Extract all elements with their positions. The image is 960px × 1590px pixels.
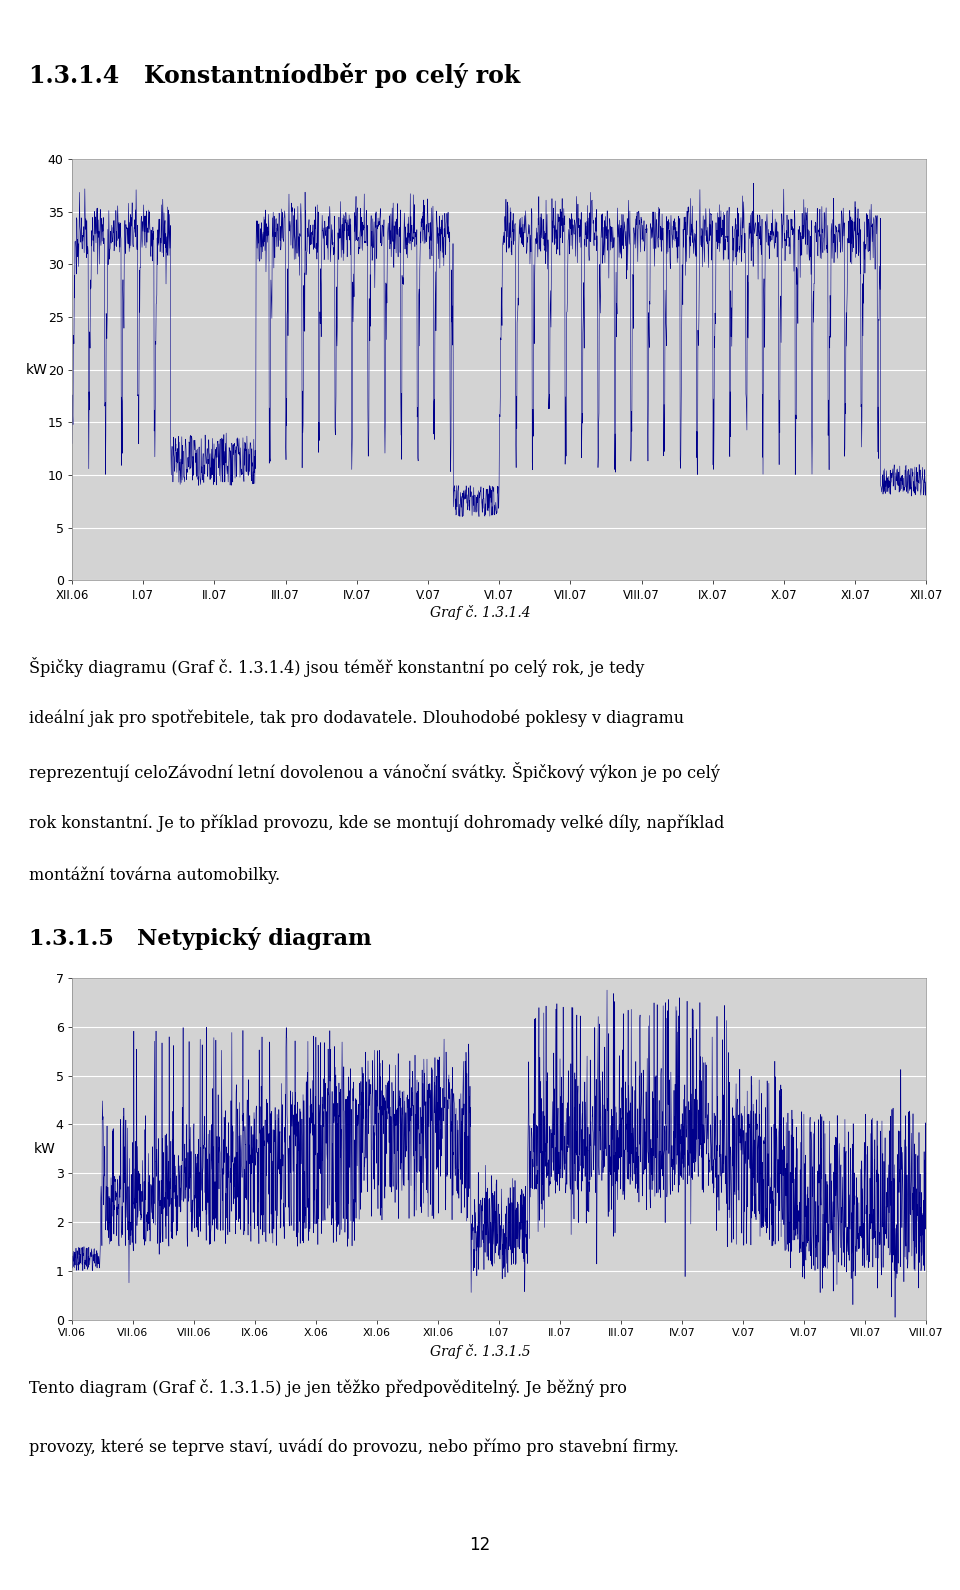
Text: rok konstantní. Je to příklad provozu, kde se montují dohromady velké díly, např: rok konstantní. Je to příklad provozu, k…: [29, 814, 724, 832]
Text: montážní továrna automobilky.: montážní továrna automobilky.: [29, 867, 280, 884]
Text: Špičky diagramu (Graf č. 1.3.1.4) jsou téměř konstantní po celý rok, je tedy: Špičky diagramu (Graf č. 1.3.1.4) jsou t…: [29, 657, 644, 677]
Text: 12: 12: [469, 1536, 491, 1555]
Text: reprezentují celoZávodní letní dovolenou a vánoční svátky. Špičkový výkon je po : reprezentují celoZávodní letní dovolenou…: [29, 762, 720, 782]
Text: provozy, které se teprve staví, uvádí do provozu, nebo přímo pro stavební firmy.: provozy, které se teprve staví, uvádí do…: [29, 1437, 679, 1455]
Text: 1.3.1.4   Konstantníodběr po celý rok: 1.3.1.4 Konstantníodběr po celý rok: [29, 64, 520, 87]
Text: 1.3.1.5   Netypický diagram: 1.3.1.5 Netypický diagram: [29, 927, 372, 951]
Text: Tento diagram (Graf č. 1.3.1.5) je jen těžko předpověditelný. Je běžný pro: Tento diagram (Graf č. 1.3.1.5) je jen t…: [29, 1379, 627, 1396]
Y-axis label: kW: kW: [34, 1142, 56, 1156]
Text: ideální jak pro spotřebitele, tak pro dodavatele. Dlouhodobé poklesy v diagramu: ideální jak pro spotřebitele, tak pro do…: [29, 709, 684, 727]
Y-axis label: kW: kW: [26, 363, 48, 377]
Text: Graf č. 1.3.1.5: Graf č. 1.3.1.5: [430, 1344, 530, 1359]
Text: Graf č. 1.3.1.4: Graf č. 1.3.1.4: [430, 604, 530, 620]
